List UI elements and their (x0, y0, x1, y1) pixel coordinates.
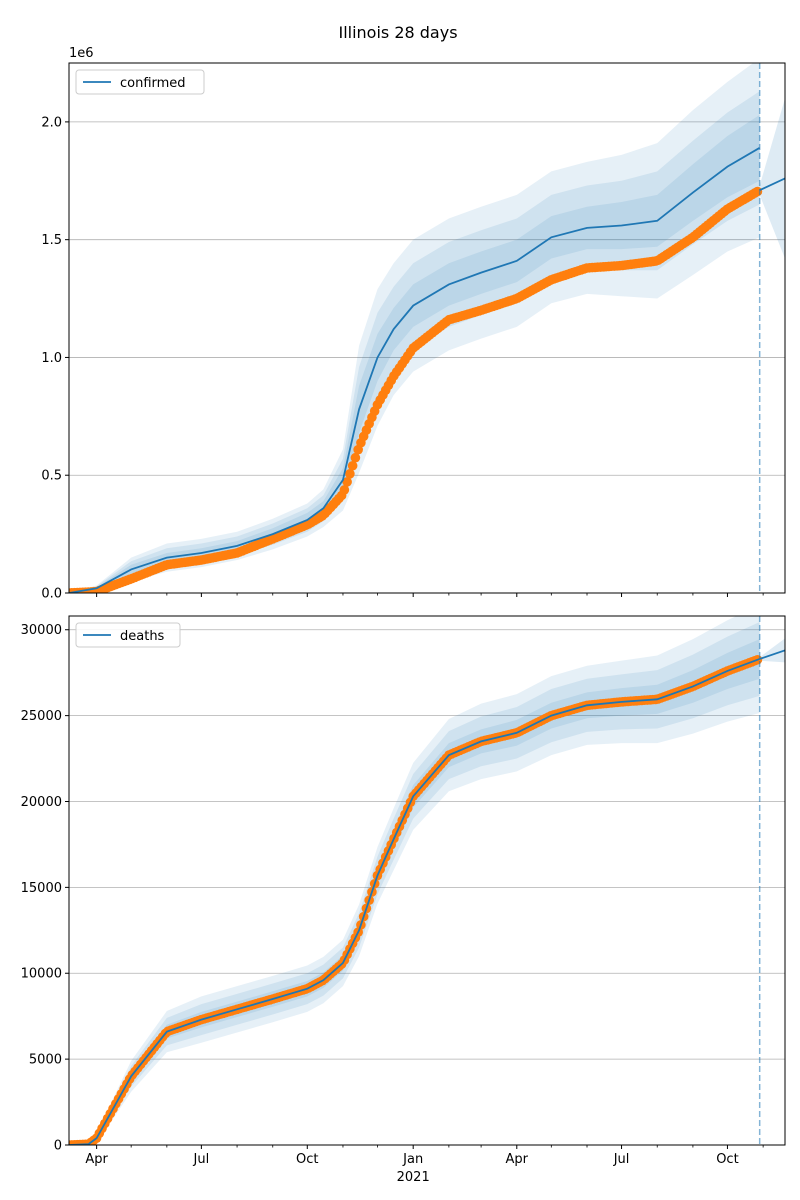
axes-frame (68, 615, 786, 1146)
x-tick-label: Jul (613, 1152, 630, 1167)
y-tick-label: 0.5 (41, 469, 62, 484)
deaths-panel: 0 5000 10000 15000 20000 25000 30000 Apr Jul Oct J… (21, 615, 786, 1185)
fit-line (69, 658, 760, 1145)
confidence-band-1 (69, 114, 760, 593)
x-tick-label: Jan (402, 1152, 423, 1167)
observed-point (345, 469, 355, 479)
y-tick-label: 1.5 (41, 233, 62, 248)
forecast-band (759, 98, 785, 259)
x-tick-label: Jul (193, 1152, 210, 1167)
chart-title: Illinois 28 days (338, 23, 457, 42)
confidence-band-2 (69, 622, 760, 1145)
forecast-line (759, 649, 785, 660)
observed-point (350, 452, 361, 463)
legend-box (75, 622, 181, 648)
forecast-line (759, 177, 785, 192)
observed-point (347, 460, 358, 471)
x-tick-label: Apr (85, 1152, 108, 1167)
legend: deaths (75, 622, 181, 648)
x-tick-label: Oct (716, 1152, 738, 1167)
y-offset-label: 1e6 (69, 46, 94, 61)
observed-point (342, 477, 352, 487)
y-tick-label: 5000 (29, 1053, 62, 1068)
y-tick-label: 1.0 (41, 351, 62, 366)
x-tick-label: Oct (296, 1152, 318, 1167)
plot-area (69, 616, 785, 1145)
y-tick-label: 30000 (21, 623, 62, 638)
x-tick-label: Apr (506, 1152, 529, 1167)
axes-frame (68, 62, 786, 594)
y-tick-label: 10000 (21, 967, 62, 982)
y-tick-label: 0 (54, 1139, 62, 1154)
legend-label: confirmed (120, 76, 186, 91)
plot-area (69, 63, 785, 593)
confidence-band-3 (69, 63, 760, 593)
observed-point (752, 186, 763, 197)
y-tick-label: 0.0 (41, 587, 62, 602)
y-tick-label: 15000 (21, 881, 62, 896)
x-year-label: 2021 (397, 1170, 430, 1185)
y-tick-label: 25000 (21, 709, 62, 724)
confirmed-panel: 0.0 0.5 1.0 1.5 2.0 1e6 confirmed (41, 46, 786, 602)
legend: confirmed (75, 69, 205, 95)
y-tick-label: 20000 (21, 795, 62, 810)
legend-box (75, 69, 205, 95)
legend-label: deaths (120, 629, 165, 644)
observed-point (339, 485, 350, 495)
y-tick-label: 2.0 (41, 115, 62, 130)
fit-line (69, 147, 761, 593)
forecast-band (759, 638, 785, 663)
